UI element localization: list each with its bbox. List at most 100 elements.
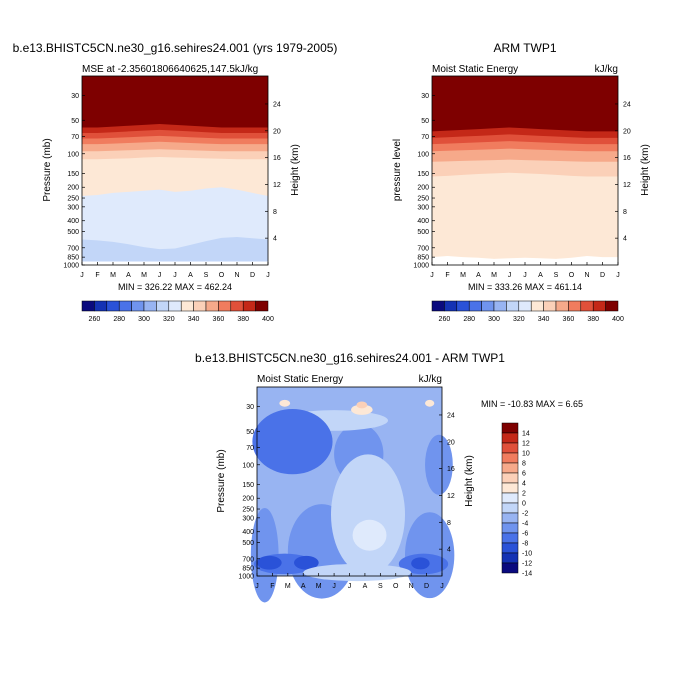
panel-obs-cbar-box-7 bbox=[518, 300, 532, 312]
panel-obs-htick-label-2: 12 bbox=[623, 182, 631, 189]
panel-obs-htick-label-1: 8 bbox=[623, 209, 627, 216]
panel-diff-cbar-box-10 bbox=[501, 522, 519, 534]
panel-obs-xtick-label-7: A bbox=[538, 272, 543, 279]
panel-diff-cbar-box-2 bbox=[501, 442, 519, 454]
panel-model-ptick-label-0: 30 bbox=[71, 93, 79, 100]
panel-obs-ptick-label-3: 100 bbox=[417, 151, 429, 158]
panel-obs-cbar-label-6: 380 bbox=[587, 316, 599, 323]
panel-obs-ptick-label-1: 50 bbox=[421, 118, 429, 125]
panel-obs-ptick-label-4: 150 bbox=[417, 171, 429, 178]
panel-model-cbar-label-1: 280 bbox=[113, 316, 125, 323]
panel-model-xtick-label-5: J bbox=[158, 272, 162, 279]
panel-model-cbar-label-4: 340 bbox=[188, 316, 200, 323]
panel-model-cbar-label-7: 400 bbox=[262, 316, 274, 323]
panel-model-ylabel-right: Height (km) bbox=[290, 144, 301, 196]
panel-obs-htick-label-5: 24 bbox=[623, 101, 631, 108]
panel-model-xtick-label-6: J bbox=[173, 272, 177, 279]
panel-model-contours bbox=[82, 76, 268, 262]
panel-obs-fill-400 bbox=[432, 76, 618, 132]
panel-obs-cbar-box-6 bbox=[506, 300, 520, 312]
panel-model-xtick-label-12: J bbox=[266, 272, 270, 279]
panel-obs-ptick-label-12: 1000 bbox=[413, 263, 429, 270]
panel-diff-blob-18 bbox=[303, 563, 412, 582]
panel-obs-cbar-box-14 bbox=[605, 300, 619, 312]
panel-obs-xtick-label-12: J bbox=[616, 272, 620, 279]
panel-diff-xtick-label-0: J bbox=[255, 583, 259, 590]
panel-obs-cbar-label-7: 400 bbox=[612, 316, 624, 323]
panel-diff-blob-12 bbox=[425, 399, 435, 407]
panel-obs-cbar-label-5: 360 bbox=[563, 316, 575, 323]
panel-obs-cbar-box-8 bbox=[530, 300, 544, 312]
panel-obs-ylabel-right: Height (km) bbox=[640, 144, 651, 196]
panel-diff-xtick-label-1: F bbox=[270, 583, 274, 590]
panel-diff-xtick-label-6: J bbox=[348, 583, 352, 590]
panel-model-cbar-box-10 bbox=[205, 300, 219, 312]
panel-model-cbar-box-7 bbox=[168, 300, 182, 312]
panel-diff-cbar-box-7 bbox=[501, 492, 519, 504]
panel-diff-cbar-box-5 bbox=[501, 472, 519, 484]
panel-diff-xtick-label-12: J bbox=[440, 583, 444, 590]
panel-model-cbar-box-9 bbox=[193, 300, 207, 312]
panel-obs-cbar-box-1 bbox=[444, 300, 458, 312]
panel-diff-cbar-label-7: 0 bbox=[522, 501, 526, 508]
panel-model-cbar-label-2: 300 bbox=[138, 316, 150, 323]
panel-diff-ptick-label-6: 250 bbox=[242, 507, 254, 514]
panel-diff-cbar-label-9: -4 bbox=[522, 521, 528, 528]
panel-diff-cbar-box-3 bbox=[501, 452, 519, 464]
panel-model-cbar-label-3: 320 bbox=[163, 316, 175, 323]
panel-diff-ptick-label-4: 150 bbox=[242, 482, 254, 489]
panel-diff-ptick-label-11: 850 bbox=[242, 566, 254, 573]
panel-obs-ptick-label-0: 30 bbox=[421, 93, 429, 100]
panel-obs-cbar-box-13 bbox=[592, 300, 606, 312]
panel-diff-ptick-label-2: 70 bbox=[246, 445, 254, 452]
panel-obs-htick-label-0: 4 bbox=[623, 236, 627, 243]
panel-diff-cbar-box-11 bbox=[501, 532, 519, 544]
panel-obs-ptick-label-2: 70 bbox=[421, 134, 429, 141]
panel-model-cbar-box-6 bbox=[156, 300, 170, 312]
panel-diff-htick-label-3: 16 bbox=[447, 466, 455, 473]
panel-diff-ptick-label-0: 30 bbox=[246, 404, 254, 411]
panel-diff-minmax: MIN = -10.83 MAX = 6.65 bbox=[481, 399, 583, 409]
panel-diff-cbar-box-12 bbox=[501, 542, 519, 554]
panel-diff-xtick-label-4: M bbox=[316, 583, 322, 590]
panel-model-htick-label-5: 24 bbox=[273, 101, 281, 108]
panel-diff-cbar-label-13: -12 bbox=[522, 561, 532, 568]
panel-diff-xtick-label-11: D bbox=[424, 583, 429, 590]
panel-diff-ylabel-right: Height (km) bbox=[464, 455, 475, 507]
panel-obs-subtitle-right: kJ/kg bbox=[595, 64, 618, 75]
panel-model-ptick-label-3: 100 bbox=[67, 151, 79, 158]
panel-model-xtick-label-11: D bbox=[250, 272, 255, 279]
panel-model-cbar-box-0 bbox=[81, 300, 95, 312]
panel-diff-xtick-label-10: N bbox=[409, 583, 414, 590]
panel-diff-cbar-label-11: -8 bbox=[522, 541, 528, 548]
panel-obs-contours bbox=[432, 76, 618, 259]
panel-diff-cbar-label-3: 8 bbox=[522, 461, 526, 468]
panel-diff-blob-11 bbox=[279, 399, 291, 407]
panel-diff-ptick-label-8: 400 bbox=[242, 529, 254, 536]
panel-obs-xtick-label-3: A bbox=[476, 272, 481, 279]
panel-diff-subtitle-left: Moist Static Energy bbox=[257, 374, 343, 385]
panel-model-ptick-label-12: 1000 bbox=[63, 263, 79, 270]
panel-diff-xtick-label-3: A bbox=[301, 583, 306, 590]
panel-model-cbar-box-4 bbox=[131, 300, 145, 312]
panel-model-htick-label-1: 8 bbox=[273, 209, 277, 216]
panel-diff-cbar-label-2: 10 bbox=[522, 451, 530, 458]
panel-model-htick-label-2: 12 bbox=[273, 182, 281, 189]
panel-model-htick-label-4: 20 bbox=[273, 128, 281, 135]
panel-obs-cbar-box-3 bbox=[468, 300, 482, 312]
panel-diff-cbar-label-12: -10 bbox=[522, 551, 532, 558]
panel-obs-xtick-label-4: M bbox=[491, 272, 497, 279]
panel-model-subtitle-left: MSE at -2.35601806640625,147.5kJ/kg bbox=[82, 64, 258, 75]
panel-diff-htick-label-5: 24 bbox=[447, 412, 455, 419]
panel-diff-cbar-label-8: -2 bbox=[522, 511, 528, 518]
panel-model-xtick-label-9: O bbox=[219, 272, 225, 279]
panel-obs-xtick-label-8: S bbox=[554, 272, 559, 279]
panel-model-ptick-label-8: 400 bbox=[67, 218, 79, 225]
panel-obs-ptick-label-6: 250 bbox=[417, 196, 429, 203]
panel-diff-htick-label-4: 20 bbox=[447, 439, 455, 446]
panel-diff-cbar-label-4: 6 bbox=[522, 471, 526, 478]
panel-obs-xtick-label-1: F bbox=[445, 272, 449, 279]
